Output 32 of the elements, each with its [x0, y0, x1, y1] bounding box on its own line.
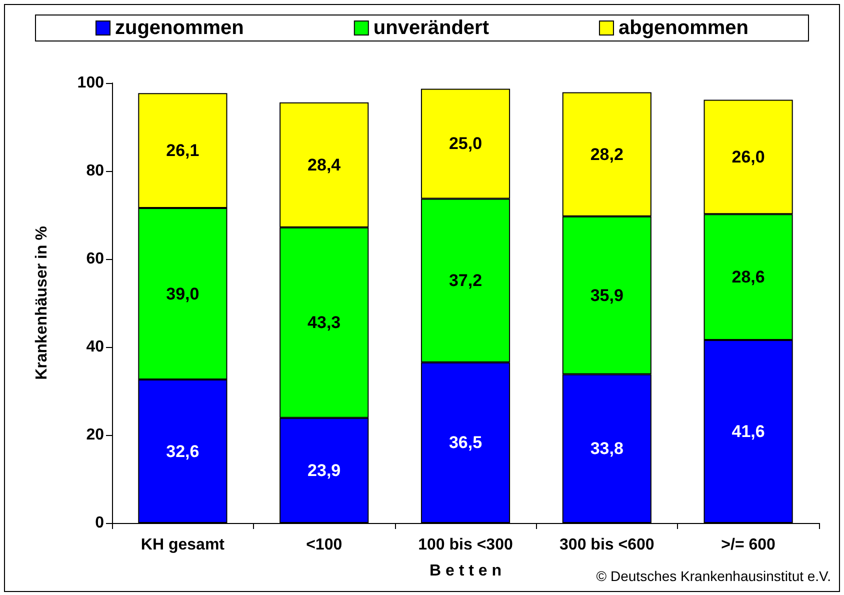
data-label: 32,6 [166, 442, 200, 461]
data-label: 37,2 [448, 271, 482, 290]
y-tick-label: 80 [86, 162, 104, 180]
x-tick-label: KH gesamt [140, 536, 226, 554]
x-tick-label: 100 bis <300 [418, 536, 513, 554]
x-axis-title: B e t t e n [429, 562, 502, 580]
data-label: 28,6 [732, 268, 765, 287]
y-tick-label: 60 [86, 250, 104, 268]
data-label: 33,8 [590, 439, 624, 458]
data-label: 26,1 [166, 141, 200, 160]
x-tick-label: >/= 600 [721, 536, 776, 554]
y-tick-label: 100 [77, 74, 104, 92]
y-tick-label: 40 [86, 338, 104, 356]
data-label: 26,0 [732, 147, 765, 166]
text: © Deutsches Krankenhausinstitut e.V. [596, 568, 832, 584]
legend-label: unverändert [373, 17, 490, 39]
data-label: 25,0 [448, 134, 482, 154]
data-label: 28,4 [308, 155, 342, 174]
x-tick-label: 300 bis <600 [560, 536, 654, 554]
legend-label: abgenommen [618, 17, 749, 39]
x-tick-label: <100 [306, 536, 342, 554]
data-label: 28,2 [590, 144, 624, 164]
y-tick-label: 20 [86, 426, 104, 444]
y-axis-title: Krankenhäuser in % [34, 226, 50, 380]
data-label: 39,0 [166, 284, 200, 304]
data-label: 36,5 [448, 433, 482, 452]
legend-label: zugenommen [115, 17, 244, 39]
data-label: 35,9 [590, 286, 624, 305]
data-label: 41,6 [732, 422, 765, 441]
data-label: 43,3 [308, 313, 341, 332]
y-tick-label: 0 [95, 514, 104, 532]
data-label: 23,9 [308, 460, 341, 480]
